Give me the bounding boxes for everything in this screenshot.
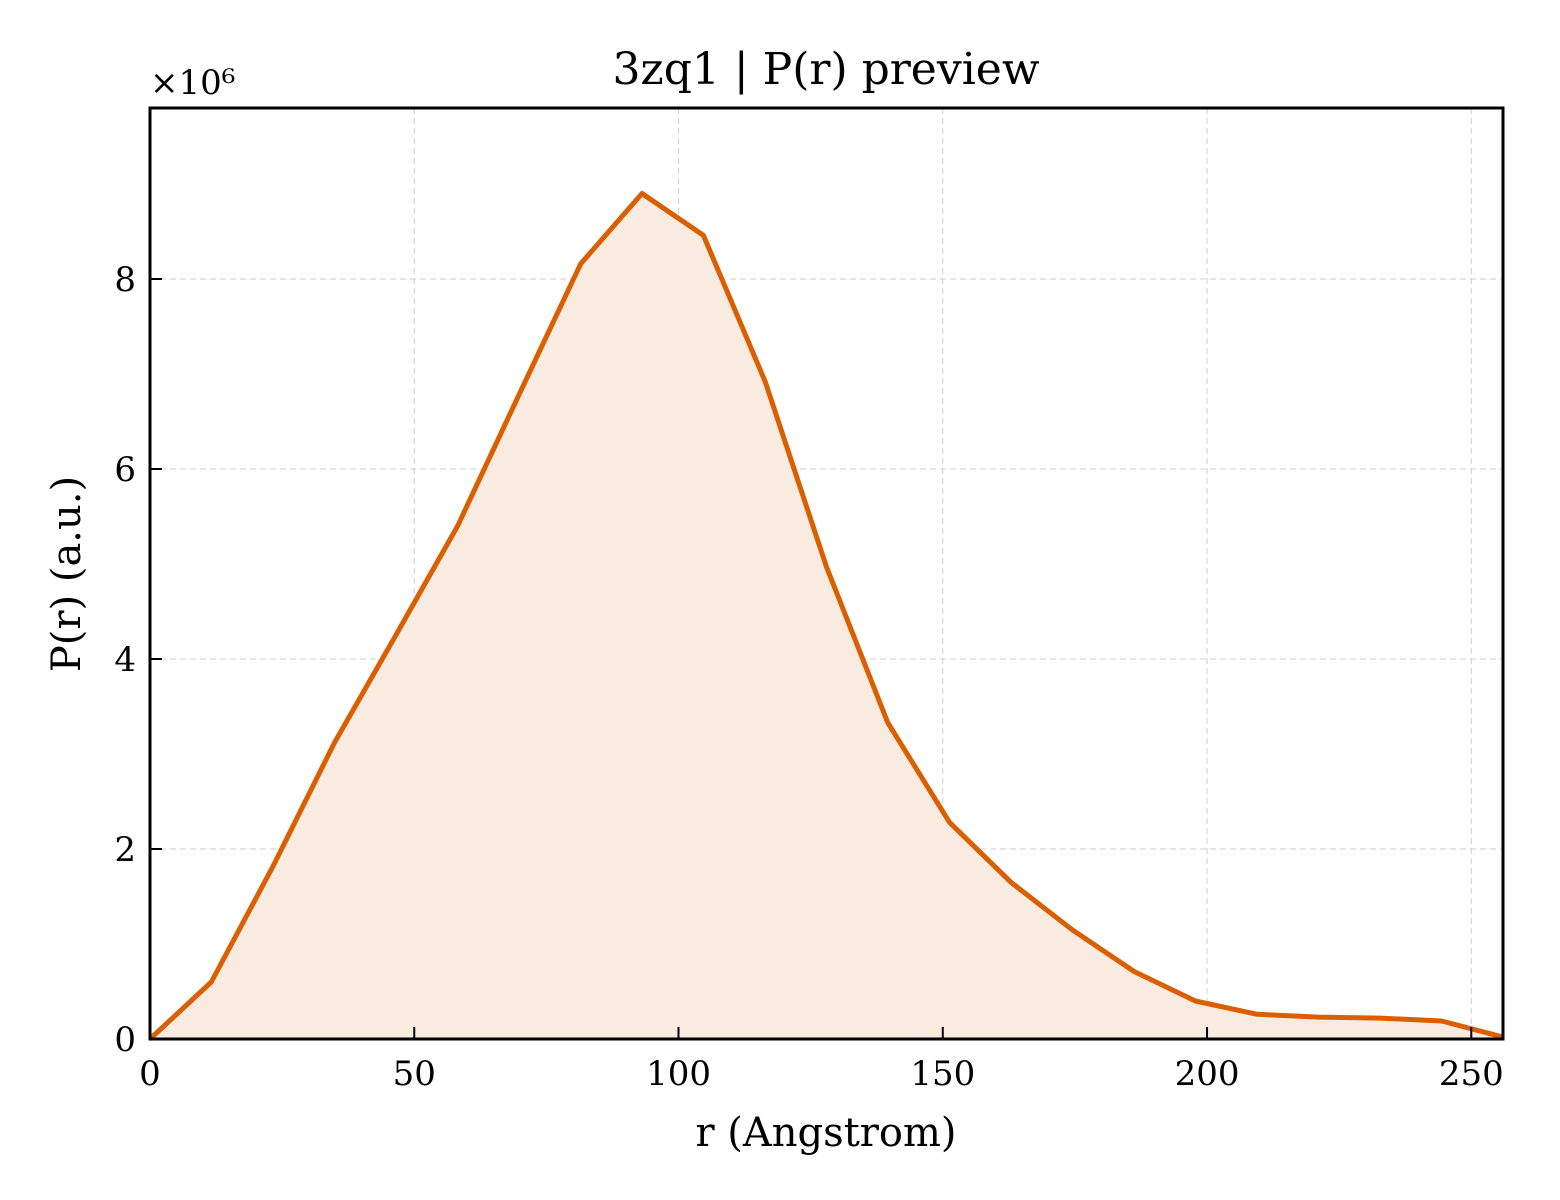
x-tick-label: 0 bbox=[139, 1054, 161, 1094]
y-multiplier-label: ×10⁶ bbox=[150, 63, 235, 103]
x-axis-title: r (Angstrom) bbox=[695, 1110, 956, 1156]
plot-frame bbox=[148, 106, 1505, 1041]
x-tick-label: 150 bbox=[910, 1054, 975, 1094]
x-tick-label: 100 bbox=[646, 1054, 711, 1094]
x-tick-label: 50 bbox=[393, 1054, 436, 1094]
chart-title: 3zq1 | P(r) preview bbox=[613, 44, 1040, 95]
y-axis-title: P(r) (a.u.) bbox=[44, 476, 90, 672]
y-tick-label: 6 bbox=[114, 450, 136, 490]
x-tick-label: 200 bbox=[1175, 1054, 1240, 1094]
y-tick-label: 0 bbox=[114, 1020, 136, 1060]
ticks: 0 50 100 150 200 250 0 2 4 6 8 bbox=[114, 260, 1503, 1094]
y-tick-label: 2 bbox=[114, 830, 136, 870]
x-tick-label: 250 bbox=[1439, 1054, 1504, 1094]
y-tick-label: 8 bbox=[114, 260, 136, 300]
area-fill bbox=[150, 193, 1503, 1039]
y-tick-label: 4 bbox=[114, 640, 136, 680]
